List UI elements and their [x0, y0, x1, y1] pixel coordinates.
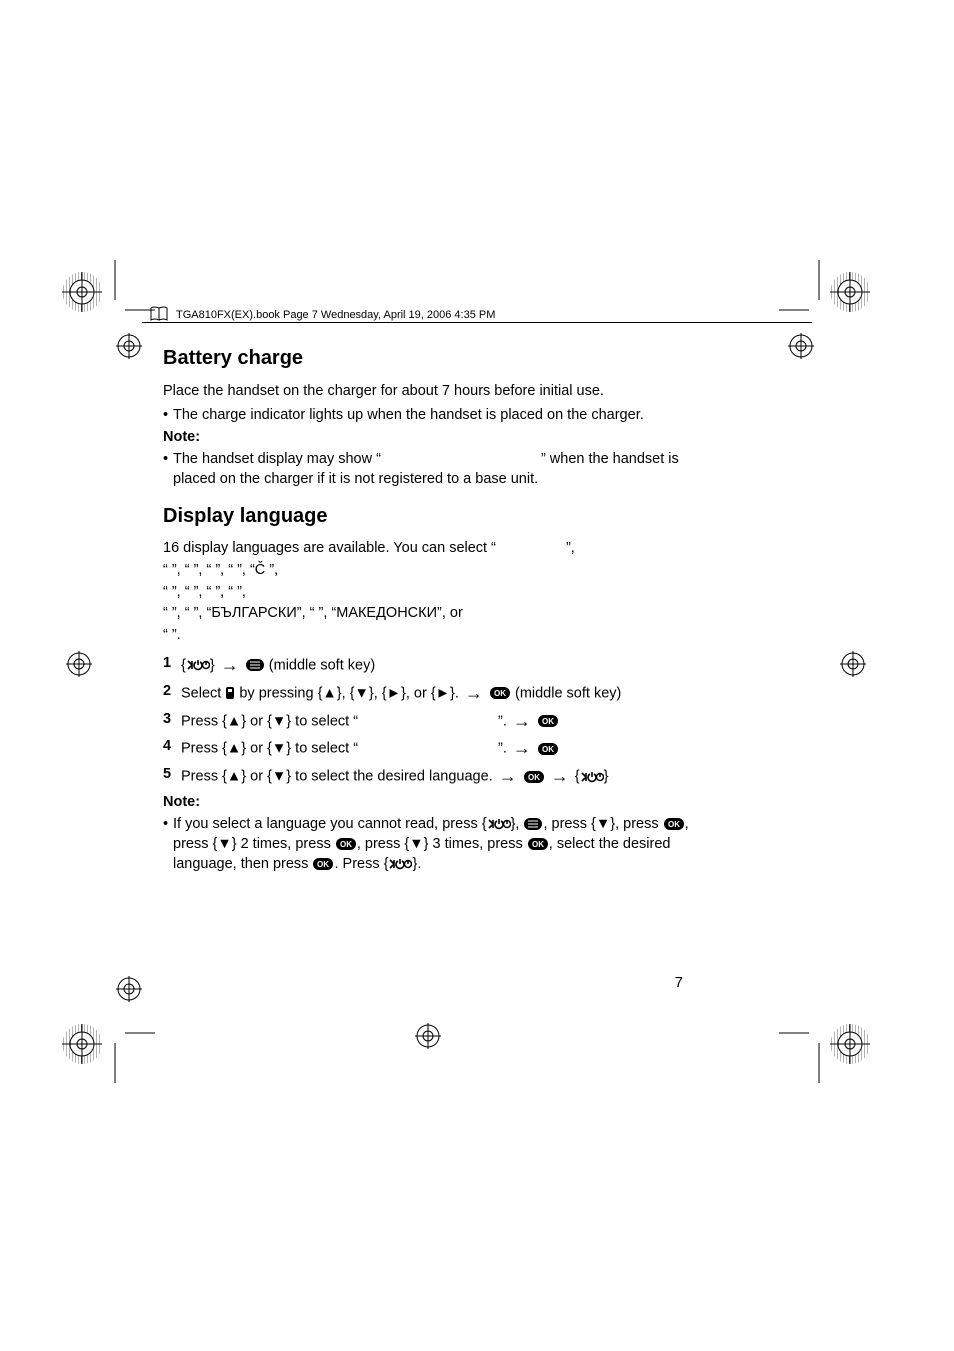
handset-settings-icon — [225, 686, 235, 700]
arrow-icon: → — [513, 709, 531, 734]
registration-mark-bl — [60, 1022, 104, 1071]
intro-b: ”, — [566, 540, 575, 556]
step-num: 1 — [163, 653, 181, 673]
step-1: 1 {} → (middle soft key) — [163, 653, 693, 678]
section-title-display: Display language — [163, 503, 693, 531]
language-intro: 16 display languages are available. You … — [163, 538, 693, 647]
menu-soft-key-icon — [523, 817, 543, 831]
langline3d: МАКЕДОНСКИ — [336, 605, 437, 621]
note-label-1: Note: — [163, 427, 693, 447]
power-off-icon — [186, 658, 210, 672]
note-label-2: Note: — [163, 792, 693, 812]
display-note-bullet: • If you select a language you cannot re… — [163, 814, 693, 874]
step-num: 5 — [163, 764, 181, 784]
svg-text:OK: OK — [542, 745, 554, 754]
power-off-icon — [580, 770, 604, 784]
intro-a: 16 display languages are available. You … — [163, 540, 496, 556]
svg-text:OK: OK — [494, 689, 506, 698]
registration-mark-br — [828, 1022, 872, 1071]
battery-note-bullet: • The handset display may show “” when t… — [163, 449, 693, 489]
step2-c: (middle soft key) — [515, 685, 621, 701]
step-2-text: Select by pressing {▲}, {▼}, {►}, or {►}… — [181, 681, 693, 706]
battery-bullet1: • The charge indicator lights up when th… — [163, 405, 693, 425]
step-num: 4 — [163, 736, 181, 756]
registration-mark-inner-left — [66, 651, 92, 682]
langline4: “ ”. — [163, 627, 181, 643]
arrow-icon: → — [551, 764, 569, 789]
step-5-text: Press {▲} or {▼} to select the desired l… — [181, 764, 693, 789]
power-off-icon — [388, 857, 412, 871]
step-num: 3 — [163, 709, 181, 729]
svg-text:OK: OK — [542, 717, 554, 726]
step-4-text: Press {▲} or {▼} to select “”. → OK — [181, 736, 693, 761]
langline3a: “ ”, “ ”, “ — [163, 605, 211, 621]
ok-key-icon: OK — [537, 742, 559, 756]
step-1-text: {} → (middle soft key) — [181, 653, 693, 678]
registration-mark-inner-tl — [116, 333, 142, 364]
registration-mark-inner-bl — [116, 976, 142, 1007]
ok-key-icon: OK — [527, 837, 549, 851]
ok-key-icon: OK — [523, 770, 545, 784]
ok-key-icon: OK — [335, 837, 357, 851]
step-4: 4 Press {▲} or {▼} to select “”. → OK — [163, 736, 693, 761]
svg-text:OK: OK — [528, 773, 540, 782]
bullet-icon: • — [163, 814, 173, 874]
step-5: 5 Press {▲} or {▼} to select the desired… — [163, 764, 693, 789]
section-title-battery: Battery charge — [163, 345, 693, 373]
note-text-a: The handset display may show “ — [173, 451, 381, 467]
menu-soft-key-icon — [245, 658, 265, 672]
step-3-text: Press {▲} or {▼} to select “”. → OK — [181, 709, 693, 734]
step2-a: Select — [181, 685, 225, 701]
langline2: “ ”, “ ”, “ ”, “ ”, — [163, 584, 246, 600]
battery-bullet1-text: The charge indicator lights up when the … — [173, 405, 693, 425]
registration-mark-tr — [828, 270, 872, 319]
display-note-text: If you select a language you cannot read… — [173, 814, 693, 874]
header-rule — [142, 322, 812, 323]
step-2: 2 Select by pressing {▲}, {▼}, {►}, or {… — [163, 681, 693, 706]
svg-text:OK: OK — [668, 820, 680, 829]
step-num: 2 — [163, 681, 181, 701]
svg-text:OK: OK — [340, 840, 352, 849]
step-3: 3 Press {▲} or {▼} to select “”. → OK — [163, 709, 693, 734]
battery-note-text: The handset display may show “” when the… — [173, 449, 693, 489]
langline3c: ”, “ ”, “ — [297, 605, 336, 621]
arrow-icon: → — [221, 653, 239, 678]
svg-text:OK: OK — [532, 840, 544, 849]
ok-key-icon: OK — [312, 857, 334, 871]
arrow-icon: → — [465, 681, 483, 706]
bullet-icon: • — [163, 449, 173, 489]
arrow-icon: → — [499, 764, 517, 789]
page-content: Battery charge Place the handset on the … — [163, 345, 693, 876]
bullet-icon: • — [163, 405, 173, 425]
svg-text:OK: OK — [317, 860, 329, 869]
ok-key-icon: OK — [537, 714, 559, 728]
arrow-icon: → — [513, 736, 531, 761]
page-number: 7 — [675, 974, 683, 991]
registration-mark-inner-tr — [788, 333, 814, 364]
header-text: TGA810FX(EX).book Page 7 Wednesday, Apri… — [176, 309, 495, 321]
registration-mark-inner-right — [840, 651, 866, 682]
langline3e: ”, or — [437, 605, 463, 621]
power-off-icon — [487, 817, 511, 831]
step1-c: (middle soft key) — [269, 657, 375, 673]
ok-key-icon: OK — [489, 686, 511, 700]
langline1: “ ”, “ ”, “ ”, “ ”, “Č ”, — [163, 562, 278, 578]
battery-line1: Place the handset on the charger for abo… — [163, 381, 693, 401]
registration-mark-tl — [60, 270, 104, 319]
langline3b: БЪЛГАРСКИ — [211, 605, 296, 621]
ok-key-icon: OK — [663, 817, 685, 831]
registration-mark-inner-bottom — [415, 1023, 441, 1054]
